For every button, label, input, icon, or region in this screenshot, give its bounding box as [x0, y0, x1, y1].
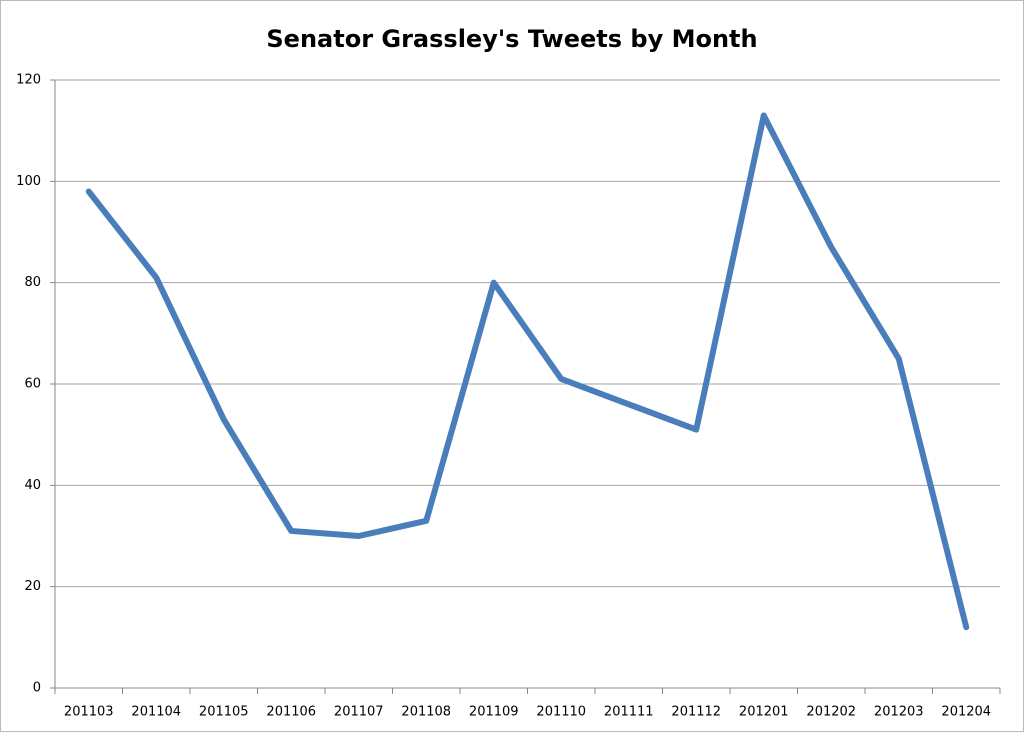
- x-tick-label: 201201: [739, 705, 789, 720]
- x-tick-label: 201112: [671, 705, 721, 720]
- x-tick-label: 201108: [401, 705, 451, 720]
- x-tick-label: 201111: [604, 705, 654, 720]
- x-tick-label: 201204: [941, 705, 991, 720]
- y-tick-label: 60: [24, 377, 41, 392]
- x-tick-label: 201105: [199, 705, 249, 720]
- x-tick-label: 201107: [334, 705, 384, 720]
- x-tick-label: 201202: [806, 705, 856, 720]
- x-tick-label: 201109: [469, 705, 519, 720]
- y-tick-label: 100: [16, 174, 41, 189]
- x-tick-label: 201106: [266, 705, 316, 720]
- x-tick-label: 201103: [64, 705, 114, 720]
- x-tick-label: 201110: [536, 705, 586, 720]
- y-tick-label: 80: [24, 275, 41, 290]
- data-line: [85, 112, 970, 631]
- y-tick-label: 0: [33, 681, 41, 696]
- y-tick-label: 20: [24, 579, 41, 594]
- y-tick-label: 40: [24, 478, 41, 493]
- x-tick-label: 201203: [874, 705, 924, 720]
- chart-title: Senator Grassley's Tweets by Month: [266, 25, 757, 53]
- y-tick-label: 120: [16, 73, 41, 88]
- x-tick-label: 201104: [131, 705, 181, 720]
